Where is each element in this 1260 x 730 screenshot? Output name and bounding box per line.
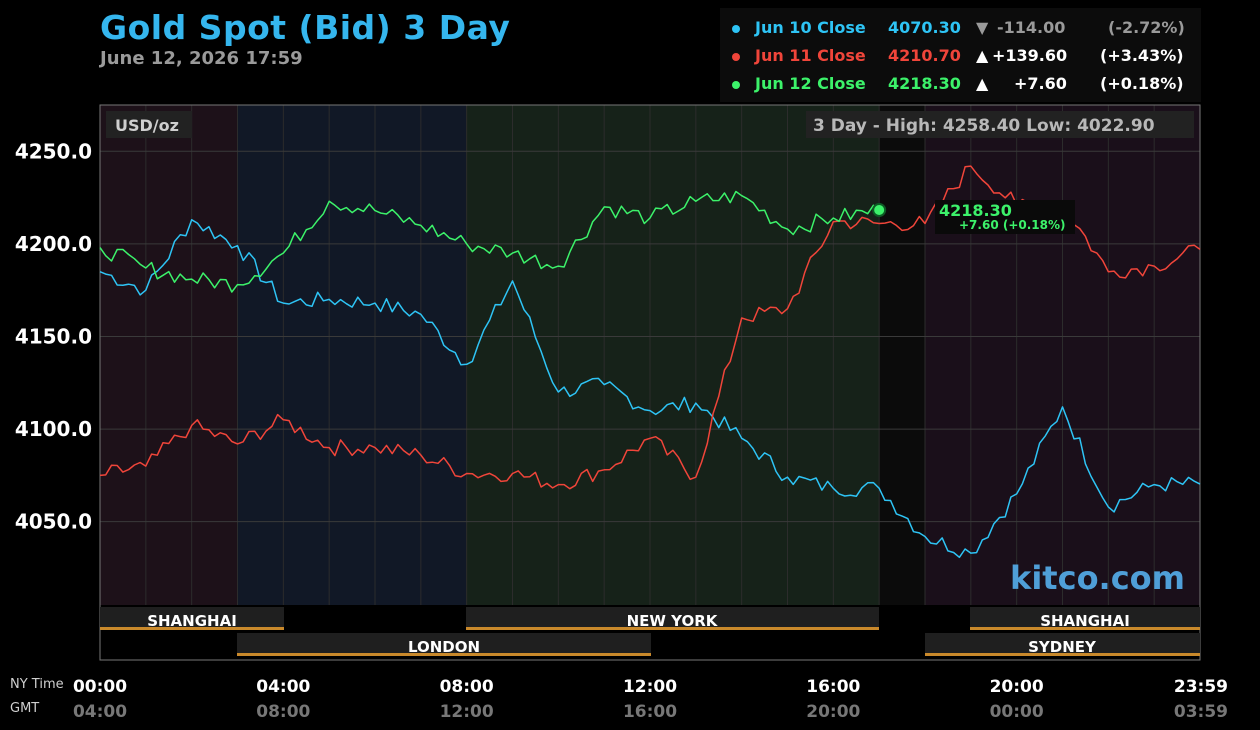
session-label-sydney: SYDNEY xyxy=(1028,638,1097,656)
y-tick-label: 4100.0 xyxy=(15,417,92,441)
y-tick-label: 4200.0 xyxy=(15,232,92,256)
x-tick-gmt-label: 04:00 xyxy=(73,702,127,722)
current-price-box xyxy=(935,200,1075,234)
legend-price: 4210.70 xyxy=(888,46,961,65)
y-tick-label: 4250.0 xyxy=(15,139,92,163)
legend-dot-icon xyxy=(732,81,740,89)
legend-arrow-icon: ▲ xyxy=(976,74,989,93)
legend-arrow-icon: ▲ xyxy=(976,46,989,65)
session-band-shanghai xyxy=(100,105,237,605)
current-price-dot-icon xyxy=(872,203,887,217)
session-band-newyork xyxy=(466,105,879,605)
plot-border xyxy=(99,104,1201,661)
x-tick-gmt-label: 00:00 xyxy=(990,702,1044,722)
session-band-london xyxy=(237,105,466,605)
legend-label: Jun 10 Close xyxy=(755,18,866,37)
session-band-closed xyxy=(879,105,925,605)
x-axis: 00:00 04:00 04:00 08:00 08:00 12:00 12:00 16:00… xyxy=(73,677,1228,722)
legend-label: Jun 11 Close xyxy=(755,46,866,65)
legend-price: 4218.30 xyxy=(888,74,961,93)
y-tick-label: 4050.0 xyxy=(15,510,92,534)
current-change-label: +7.60 (+0.18%) xyxy=(959,218,1066,232)
range-badge xyxy=(806,111,1194,138)
session-bars: SHANGHAI NEW YORK SHANGHAI LONDON SYDNEY xyxy=(100,607,1200,656)
x-tick-gmt-label: 03:59 xyxy=(1174,702,1228,722)
x-tick-gmt-label: 12:00 xyxy=(440,702,494,722)
legend-pct: (+3.43%) xyxy=(1100,46,1184,65)
session-bar-london xyxy=(237,633,651,656)
x-axis-gmt-label: GMT xyxy=(10,701,39,716)
x-tick-ny-label: 04:00 xyxy=(256,677,310,697)
unit-badge xyxy=(106,111,192,138)
x-tick-ny-label: 12:00 xyxy=(623,677,677,697)
range-label: 3 Day - High: 4258.40 Low: 4022.90 xyxy=(813,116,1155,136)
unit-label: USD/oz xyxy=(115,116,179,135)
legend-row-jun10: Jun 10 Close 4070.30 ▼ -114.00 (-2.72%) xyxy=(720,16,1201,42)
x-tick-ny-label: 16:00 xyxy=(806,677,860,697)
legend-arrow-icon: ▼ xyxy=(976,18,989,37)
session-bar-underline xyxy=(466,627,879,630)
session-bar-sydney xyxy=(925,633,1200,656)
legend-box: Jun 10 Close 4070.30 ▼ -114.00 (-2.72%) … xyxy=(720,8,1201,102)
chart-datetime: June 12, 2026 17:59 xyxy=(100,48,303,69)
chart-title: Gold Spot (Bid) 3 Day xyxy=(100,8,511,47)
legend-pct: (-2.72%) xyxy=(1108,18,1185,37)
session-bar-newyork xyxy=(466,607,879,630)
series-line-jun-12 xyxy=(99,190,880,293)
x-tick-ny-label: 23:59 xyxy=(1174,677,1228,697)
x-tick-ny-label: 20:00 xyxy=(990,677,1044,697)
y-axis: 4050.0 4100.0 4150.0 4200.0 4250.0 xyxy=(15,139,92,533)
x-tick-ny-label: 08:00 xyxy=(440,677,494,697)
grid-lines xyxy=(100,105,1200,605)
x-tick-ny-label: 00:00 xyxy=(73,677,127,697)
legend-label: Jun 12 Close xyxy=(755,74,866,93)
session-label-newyork: NEW YORK xyxy=(627,612,719,630)
series-line-jun-10 xyxy=(99,219,1201,559)
session-bar-shanghai-2 xyxy=(970,607,1200,630)
legend-row-jun12: Jun 12 Close 4218.30 ▲ +7.60 (+0.18%) xyxy=(720,72,1201,98)
current-price-label: 4218.30 xyxy=(939,201,1012,220)
legend-change: +139.60 xyxy=(992,46,1068,65)
legend-dot-icon xyxy=(732,53,740,61)
x-axis-ny-label: NY Time xyxy=(10,677,64,692)
legend-change: +7.60 xyxy=(1014,74,1067,93)
x-tick-gmt-label: 08:00 xyxy=(256,702,310,722)
session-label-shanghai-2: SHANGHAI xyxy=(1040,612,1130,630)
legend-price: 4070.30 xyxy=(888,18,961,37)
session-bar-underline xyxy=(970,627,1200,630)
legend-change: -114.00 xyxy=(997,18,1066,37)
legend-row-jun11: Jun 11 Close 4210.70 ▲ +139.60 (+3.43%) xyxy=(720,44,1201,70)
y-tick-label: 4150.0 xyxy=(15,324,92,348)
session-bar-underline xyxy=(237,653,651,656)
watermark-logo: kitco.com xyxy=(1010,559,1185,597)
x-tick-gmt-label: 20:00 xyxy=(806,702,860,722)
legend-pct: (+0.18%) xyxy=(1100,74,1184,93)
legend-dot-icon xyxy=(732,25,740,33)
session-label-shanghai: SHANGHAI xyxy=(147,612,237,630)
session-bar-underline xyxy=(100,627,284,630)
session-label-london: LONDON xyxy=(408,638,480,656)
session-bar-underline xyxy=(925,653,1200,656)
session-bar-shanghai xyxy=(100,607,284,630)
x-tick-gmt-label: 16:00 xyxy=(623,702,677,722)
